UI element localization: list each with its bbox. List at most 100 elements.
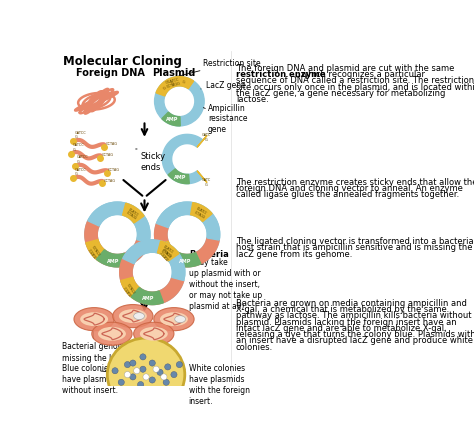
Text: CCTAG: CCTAG — [108, 168, 120, 172]
Text: AMP: AMP — [141, 296, 154, 301]
Circle shape — [143, 374, 149, 380]
Circle shape — [161, 374, 167, 380]
Polygon shape — [155, 224, 219, 267]
Text: site occurs only once in the plasmid, and is located within: site occurs only once in the plasmid, an… — [236, 82, 474, 92]
Circle shape — [163, 379, 169, 385]
Text: GGATCC
CCTAGG: GGATCC CCTAGG — [160, 244, 174, 259]
Text: GATCC
G: GATCC G — [73, 143, 84, 151]
Ellipse shape — [74, 308, 114, 331]
Text: GATCC
G: GATCC G — [75, 168, 86, 176]
Polygon shape — [88, 203, 150, 243]
Text: host strain that is ampicillin sensitive and is missing the: host strain that is ampicillin sensitive… — [236, 243, 473, 252]
Text: foreign DNA and cloning vector to anneal. An enzyme: foreign DNA and cloning vector to anneal… — [236, 184, 463, 193]
Polygon shape — [156, 77, 193, 97]
Text: lacZ gene from its genome.: lacZ gene from its genome. — [236, 249, 352, 258]
Text: GATC
G: GATC G — [201, 178, 210, 186]
Ellipse shape — [92, 322, 132, 345]
Text: lactose.: lactose. — [236, 95, 269, 104]
Polygon shape — [123, 204, 144, 224]
Text: CCTAG: CCTAG — [105, 142, 117, 146]
Polygon shape — [197, 136, 207, 148]
Text: GGATCC
CCTAGG: GGATCC CCTAGG — [125, 207, 140, 220]
Polygon shape — [168, 251, 201, 267]
Text: GGATCC
CCTAGG: GGATCC CCTAGG — [89, 243, 103, 257]
Ellipse shape — [119, 309, 147, 323]
Circle shape — [149, 377, 155, 383]
Text: called ligase glues the annealed fragments together.: called ligase glues the annealed fragmen… — [236, 190, 459, 199]
Circle shape — [124, 362, 130, 368]
Ellipse shape — [154, 308, 194, 331]
Circle shape — [157, 369, 163, 375]
Circle shape — [112, 368, 118, 374]
Text: GGATCC
CCTAGG: GGATCC CCTAGG — [160, 244, 175, 258]
Polygon shape — [162, 113, 180, 127]
Text: GATCC
G: GATCC G — [75, 131, 86, 139]
Text: Plasmid: Plasmid — [152, 67, 196, 77]
Text: an insert have a disrupted lacZ gene and produce white: an insert have a disrupted lacZ gene and… — [236, 336, 473, 345]
Circle shape — [130, 374, 136, 380]
Text: CCTAG: CCTAG — [101, 153, 114, 157]
Circle shape — [176, 362, 182, 368]
Polygon shape — [96, 250, 128, 267]
Polygon shape — [156, 203, 219, 240]
Text: , which recognizes a particular: , which recognizes a particular — [296, 70, 425, 79]
Text: Molecular Cloning: Molecular Cloning — [63, 54, 182, 67]
Text: GGATCC
CCTAGG: GGATCC CCTAGG — [165, 77, 182, 89]
Text: AMP: AMP — [179, 258, 191, 263]
Ellipse shape — [175, 316, 186, 323]
Polygon shape — [121, 278, 141, 299]
Text: colonies.: colonies. — [236, 342, 273, 351]
Text: the lacZ gene, a gene necessary for metabolizing: the lacZ gene, a gene necessary for meta… — [236, 89, 446, 98]
Polygon shape — [197, 171, 207, 183]
Text: Sticky
ends: Sticky ends — [141, 152, 166, 171]
Text: pathway as lactose. The ampicillin kills bacteria without: pathway as lactose. The ampicillin kills… — [236, 310, 472, 319]
Circle shape — [118, 379, 124, 385]
Text: releasing a dye that turns the colony blue. Plasmids with: releasing a dye that turns the colony bl… — [236, 329, 474, 339]
Ellipse shape — [160, 312, 188, 326]
Polygon shape — [131, 288, 164, 305]
Text: GGATCC
CCTAGG: GGATCC CCTAGG — [193, 206, 208, 219]
Text: G: G — [181, 80, 184, 85]
Ellipse shape — [113, 305, 153, 328]
Text: GATCC
G: GATCC G — [76, 155, 88, 164]
Text: G: G — [171, 81, 174, 85]
Polygon shape — [123, 240, 185, 281]
Polygon shape — [191, 203, 212, 222]
Text: G: G — [163, 85, 167, 90]
Text: Foreign DNA: Foreign DNA — [76, 67, 145, 77]
Text: White colonies
have plasmids
with the foreign
insert.: White colonies have plasmids with the fo… — [189, 363, 250, 405]
Polygon shape — [162, 135, 203, 184]
Ellipse shape — [140, 327, 168, 341]
Text: AMP: AMP — [166, 117, 179, 122]
Polygon shape — [86, 240, 106, 261]
Ellipse shape — [134, 322, 174, 345]
Text: (may take
up plasmid with or
without the insert,
or may not take up
plasmid at a: (may take up plasmid with or without the… — [190, 257, 263, 310]
Circle shape — [124, 372, 130, 378]
Circle shape — [130, 360, 136, 366]
Ellipse shape — [98, 327, 126, 341]
Text: The foreign DNA and plasmid are cut with the same: The foreign DNA and plasmid are cut with… — [236, 64, 454, 72]
Polygon shape — [156, 242, 177, 263]
Text: Ampicillin
resistance
gene: Ampicillin resistance gene — [203, 104, 247, 133]
Text: GGATCC
CCTAGG: GGATCC CCTAGG — [124, 280, 137, 295]
Text: sequence of DNA called a restriction site. The restriction: sequence of DNA called a restriction sit… — [236, 76, 474, 85]
Text: AMP: AMP — [174, 174, 186, 179]
Circle shape — [140, 366, 146, 372]
Text: GATC
G: GATC G — [201, 133, 210, 141]
Polygon shape — [168, 170, 189, 184]
Text: AMP: AMP — [107, 258, 119, 263]
Ellipse shape — [134, 313, 145, 320]
Ellipse shape — [107, 338, 185, 411]
Text: The restriction enzyme creates sticky ends that allow the: The restriction enzyme creates sticky en… — [236, 178, 474, 186]
Circle shape — [134, 368, 140, 374]
Text: plasmid. Plasmids lacking the foreign insert have an: plasmid. Plasmids lacking the foreign in… — [236, 317, 456, 326]
Text: Restriction site: Restriction site — [178, 59, 260, 77]
Polygon shape — [85, 221, 149, 267]
Circle shape — [149, 360, 155, 366]
Text: Bacteria: Bacteria — [190, 250, 229, 259]
Text: X-gal, a chemical that is metabolized by the same: X-gal, a chemical that is metabolized by… — [236, 304, 447, 313]
Text: intact lacZ gene and are able to metabolize X-gal,: intact lacZ gene and are able to metabol… — [236, 323, 447, 332]
Circle shape — [171, 372, 177, 378]
Polygon shape — [157, 241, 179, 261]
Circle shape — [153, 366, 159, 372]
